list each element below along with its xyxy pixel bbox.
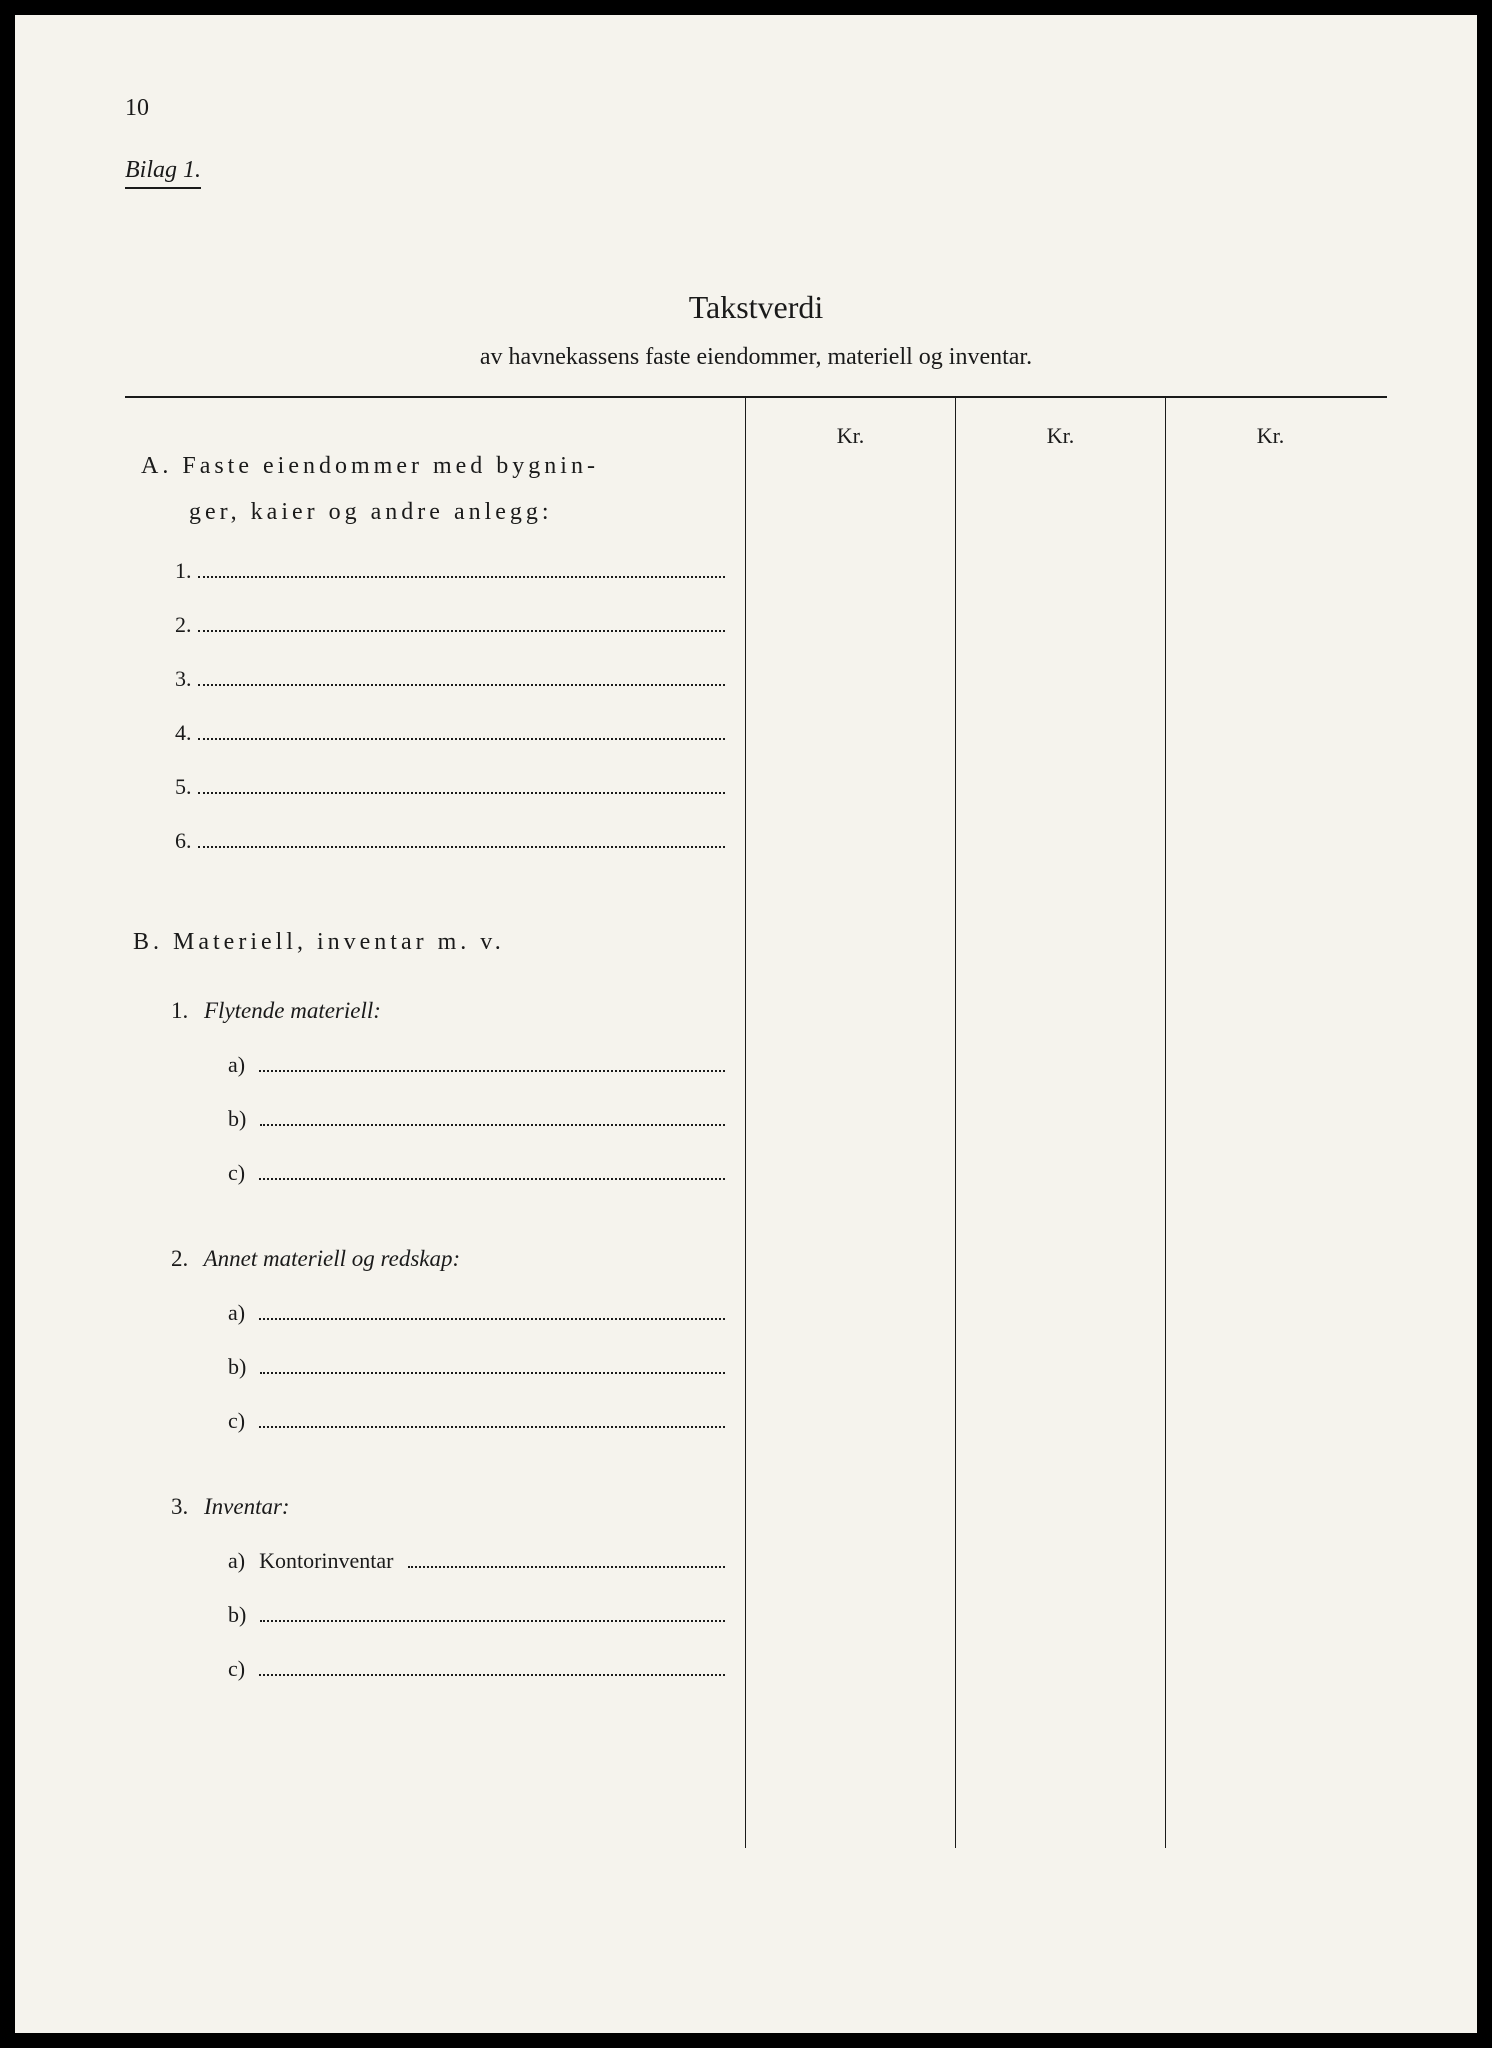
dotted-line: [198, 630, 726, 632]
sub-b3-heading: 3. Inventar:: [133, 1494, 725, 1520]
dotted-line: [198, 846, 726, 848]
dotted-line: [260, 1620, 725, 1622]
item-b1a: a): [133, 1052, 725, 1078]
sub-b2-title: Annet materiell og redskap:: [204, 1246, 461, 1271]
sub-b1-num: 1.: [171, 998, 188, 1023]
value-column-3: Kr.: [1165, 398, 1375, 1848]
section-a-label: A.: [141, 453, 172, 479]
item-b3b: b): [133, 1602, 725, 1628]
item-a3: 3.: [133, 666, 725, 692]
section-a-heading-1: Faste eiendommer med bygnin-: [182, 453, 599, 479]
item-a4: 4.: [133, 720, 725, 746]
item-a3-label: 3.: [175, 666, 192, 692]
item-b2c: c): [133, 1408, 725, 1434]
item-b3a-text: Kontorinventar: [259, 1548, 393, 1574]
table-container: A. Faste eiendommer med bygnin- ger, kai…: [125, 396, 1387, 1848]
sub-b1-heading: 1. Flytende materiell:: [133, 998, 725, 1024]
item-a5: 5.: [133, 774, 725, 800]
item-b2a-label: a): [228, 1300, 245, 1326]
value-column-2: Kr.: [955, 398, 1165, 1848]
item-b2a: a): [133, 1300, 725, 1326]
dotted-line: [259, 1426, 725, 1428]
section-b-label: B.: [133, 929, 163, 955]
item-b1c-label: c): [228, 1160, 245, 1186]
section-b-heading: Materiell, inventar m. v.: [173, 929, 505, 955]
item-a5-label: 5.: [175, 774, 192, 800]
kr-header-1: Kr.: [746, 423, 955, 449]
description-column: A. Faste eiendommer med bygnin- ger, kai…: [125, 398, 745, 1848]
dotted-line: [259, 1318, 725, 1320]
item-a1-label: 1.: [175, 558, 192, 584]
dotted-line: [260, 1372, 725, 1374]
dotted-line: [408, 1566, 726, 1568]
item-a2-label: 2.: [175, 612, 192, 638]
item-b1c: c): [133, 1160, 725, 1186]
section-b-header: B. Materiell, inventar m. v.: [133, 929, 725, 956]
section-a-header: A. Faste eiendommer med bygnin-: [133, 448, 725, 484]
value-column-1: Kr.: [745, 398, 955, 1848]
page-number: 10: [125, 95, 1387, 122]
dotted-line: [198, 792, 726, 794]
item-b3a-label: a): [228, 1548, 245, 1574]
section-a: A. Faste eiendommer med bygnin- ger, kai…: [133, 448, 725, 854]
dotted-line: [259, 1070, 725, 1072]
dotted-line: [198, 738, 726, 740]
sub-b2-num: 2.: [171, 1246, 188, 1271]
item-b2b-label: b): [228, 1354, 246, 1380]
sub-b3-num: 3.: [171, 1494, 188, 1519]
sub-b1-title: Flytende materiell:: [204, 998, 381, 1023]
document-subtitle: av havnekassens faste eiendommer, materi…: [125, 344, 1387, 371]
sub-b2-heading: 2. Annet materiell og redskap:: [133, 1246, 725, 1272]
item-b1b-label: b): [228, 1106, 246, 1132]
bilag-label: Bilag 1.: [125, 157, 201, 189]
dotted-line: [259, 1178, 725, 1180]
dotted-line: [198, 576, 726, 578]
form-table: A. Faste eiendommer med bygnin- ger, kai…: [125, 398, 1387, 1848]
section-a-heading-2: ger, kaier og andre anlegg:: [133, 494, 725, 530]
item-a2: 2.: [133, 612, 725, 638]
section-b: B. Materiell, inventar m. v. 1. Flytende…: [133, 929, 725, 1682]
item-b2c-label: c): [228, 1408, 245, 1434]
sub-b3-title: Inventar:: [204, 1494, 290, 1519]
item-b2b: b): [133, 1354, 725, 1380]
item-b3c-label: c): [228, 1656, 245, 1682]
item-b3c: c): [133, 1656, 725, 1682]
dotted-line: [198, 684, 726, 686]
document-title: Takstverdi: [125, 289, 1387, 326]
item-a4-label: 4.: [175, 720, 192, 746]
item-b3b-label: b): [228, 1602, 246, 1628]
dotted-line: [259, 1674, 725, 1676]
item-a6-label: 6.: [175, 828, 192, 854]
item-a6: 6.: [133, 828, 725, 854]
kr-header-3: Kr.: [1166, 423, 1375, 449]
item-a1: 1.: [133, 558, 725, 584]
item-b3a: a) Kontorinventar: [133, 1548, 725, 1574]
dotted-line: [260, 1124, 725, 1126]
item-b1b: b): [133, 1106, 725, 1132]
kr-header-2: Kr.: [956, 423, 1165, 449]
document-page: 10 Bilag 1. Takstverdi av havnekassens f…: [15, 15, 1477, 2033]
item-b1a-label: a): [228, 1052, 245, 1078]
